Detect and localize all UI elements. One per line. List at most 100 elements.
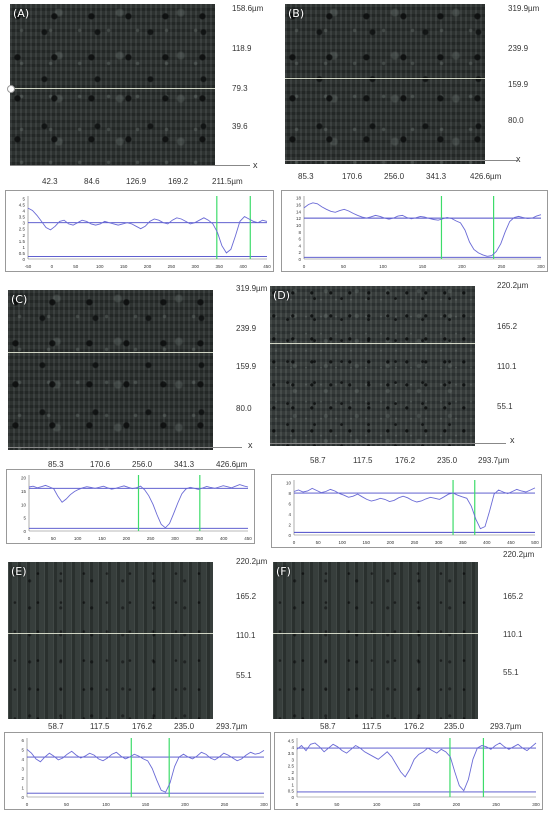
- panel-e-profile-y-tick: 3: [21, 766, 24, 771]
- panel-d-profile-y-tick: 2: [288, 523, 291, 528]
- panel-c-scan-line: [8, 352, 213, 353]
- panel-a-profile-x-tick: 150: [120, 264, 128, 269]
- panel-b-profile-chart: 18 16 14 12 10 8 6 4 2 0 0 50 100 150 200 250 300: [281, 190, 548, 272]
- panel-a-profile-x-tick: 100: [96, 264, 104, 269]
- panel-e-y-tick: 220.2µm: [236, 557, 268, 566]
- panel-d-profile-x-tick: 350: [459, 540, 467, 545]
- panel-b-profile-y-tick: 0: [298, 257, 301, 262]
- panel-c-profile-x-tick: 300: [171, 536, 179, 541]
- panel-a-x-tick: 84.6: [84, 177, 100, 186]
- panel-c-x-axis-letter: x: [248, 440, 253, 450]
- panel-d-profile-y-tick: 4: [288, 512, 291, 517]
- panel-b-y-tick: 319.9µm: [508, 4, 540, 13]
- panel-d-profile-x-tick: 100: [338, 540, 346, 545]
- panel-f-micrograph: [273, 562, 478, 719]
- panel-d-x-axis-line: [270, 443, 506, 444]
- panel-d-profile-chart: 10 8 6 4 2 0 0 50 100 150 200 250 300 350 400 450 500: [271, 474, 542, 548]
- panel-a-profile-x-tick: 450: [263, 264, 271, 269]
- panel-b-profile-x-tick: 200: [458, 264, 466, 269]
- panel-e-profile-y-tick: 0: [21, 795, 24, 800]
- panel-c-x-tick: 85.3: [48, 460, 64, 469]
- panel-b-y-tick: 80.0: [508, 116, 524, 125]
- panel-e-y-tick: 110.1: [236, 631, 256, 640]
- panel-f-x-tick: 235.0: [444, 722, 465, 731]
- panel-c-x-tick: 341.3: [174, 460, 195, 469]
- panel-e-x-tick: 176.2: [132, 722, 153, 731]
- panel-d-profile-x-tick: 150: [363, 540, 371, 545]
- panel-b-profile-x-tick: 300: [537, 264, 545, 269]
- panel-a-profile-x-tick: 250: [168, 264, 176, 269]
- panel-f-profile-y-tick: 0: [291, 795, 294, 800]
- panel-d-x-tick: 58.7: [310, 456, 326, 465]
- panel-e-profile-x-tick: 300: [260, 802, 268, 807]
- panel-a-y-tick: 79.3: [232, 84, 248, 93]
- panel-b-profile-y-tick: 12: [296, 216, 302, 221]
- panel-a-profile-y-tick: 1: [22, 245, 25, 250]
- panel-b-x-tick: 170.6: [342, 172, 363, 181]
- panel-b-profile-y-tick: 2: [298, 250, 301, 255]
- panel-e-profile-line: [26, 749, 265, 793]
- panel-d-profile-y-tick: 8: [288, 491, 291, 496]
- panel-f-x-tick: 293.7µm: [490, 722, 522, 731]
- panel-d-y-tick: 165.2: [497, 322, 518, 331]
- panel-b-profile-y-tick: 4: [298, 243, 301, 248]
- panel-f-x-tick: 176.2: [404, 722, 425, 731]
- panel-f-profile-x-tick: 100: [373, 802, 381, 807]
- panel-f-x-tick: 117.5: [362, 722, 382, 731]
- panel-e-profile-y-tick: 2: [21, 776, 24, 781]
- panel-e-x-tick: 235.0: [174, 722, 195, 731]
- panel-a-profile-chart: 5 4.5 4 3.5 3 2.5 2 1.5 1 0.5 0 -50 0 50 100 150 200 250 3…: [5, 190, 274, 272]
- panel-e-y-tick: 165.2: [236, 592, 257, 601]
- panel-f-profile-line: [296, 742, 537, 792]
- panel-b-profile-y-tick: 14: [296, 209, 302, 214]
- panel-e-micrograph: [8, 562, 213, 719]
- panel-a-profile-x-tick: 50: [73, 264, 79, 269]
- panel-a-x-axis-line: [10, 165, 250, 166]
- panel-a-profile-x-tick: 400: [239, 264, 247, 269]
- panel-c-x-tick: 170.6: [90, 460, 111, 469]
- panel-c-profile-x-tick: 50: [51, 536, 57, 541]
- panel-f-profile-y-tick: 0.5: [288, 789, 295, 794]
- panel-c-profile-chart: 20 15 10 5 0 0 50 100 150 200 250 300 350 400 450: [6, 469, 255, 544]
- panel-d-scan-line: [270, 343, 475, 344]
- panel-f-profile-x-tick: 50: [334, 802, 340, 807]
- panel-f-y-tick: 110.1: [503, 630, 523, 639]
- panel-c-profile-x-tick: 100: [74, 536, 82, 541]
- panel-a-scan-handle[interactable]: [7, 85, 15, 93]
- panel-e-profile-y-tick: 6: [21, 738, 24, 743]
- panel-b-x-tick: 256.0: [384, 172, 405, 181]
- panel-a-profile-y-tick: 4: [22, 209, 25, 214]
- panel-c-micrograph: [8, 290, 213, 450]
- panel-e-x-tick: 58.7: [48, 722, 64, 731]
- panel-e-profile-y-tick: 4: [21, 757, 24, 762]
- panel-d-profile-x-tick: 500: [531, 540, 539, 545]
- panel-d-profile-x-tick: 300: [435, 540, 443, 545]
- panel-c-label: (C): [11, 293, 28, 306]
- panel-a-x-axis-letter: x: [253, 160, 258, 170]
- panel-f-profile-y-tick: 2: [291, 770, 294, 775]
- panel-a-micrograph: [10, 4, 215, 165]
- panel-b-scan-line: [285, 78, 485, 79]
- panel-a-profile-line: [27, 207, 268, 254]
- panel-d-x-axis-letter: x: [510, 435, 515, 445]
- panel-c-y-tick: 319.9µm: [236, 284, 268, 293]
- panel-f-profile-x-tick: 150: [413, 802, 421, 807]
- panel-d-profile-line: [293, 487, 536, 530]
- panel-d-profile-x-tick: 450: [507, 540, 515, 545]
- panel-b-profile-x-tick: 0: [303, 264, 306, 269]
- panel-a-profile-x-tick: -50: [25, 264, 32, 269]
- panel-d-x-tick: 176.2: [395, 456, 416, 465]
- panel-e-y-tick: 55.1: [236, 671, 252, 680]
- panel-b-profile-line: [303, 202, 542, 257]
- panel-d-profile-x-tick: 50: [316, 540, 322, 545]
- panel-b-profile-x-tick: 50: [341, 264, 347, 269]
- panel-a-x-tick: 211.5µm: [212, 177, 243, 186]
- panel-e-profile-x-tick: 150: [142, 802, 150, 807]
- panel-b-x-tick: 426.6µm: [470, 172, 502, 181]
- panel-a-profile-y-tick: 0: [22, 257, 25, 262]
- panel-a-x-tick: 169.2: [168, 177, 189, 186]
- panel-b-profile-x-tick: 250: [498, 264, 506, 269]
- panel-a-profile-y-tick: 2.5: [19, 227, 26, 232]
- panel-a-profile-y-tick: 5: [22, 196, 25, 201]
- panel-a-profile-x-tick: 200: [144, 264, 152, 269]
